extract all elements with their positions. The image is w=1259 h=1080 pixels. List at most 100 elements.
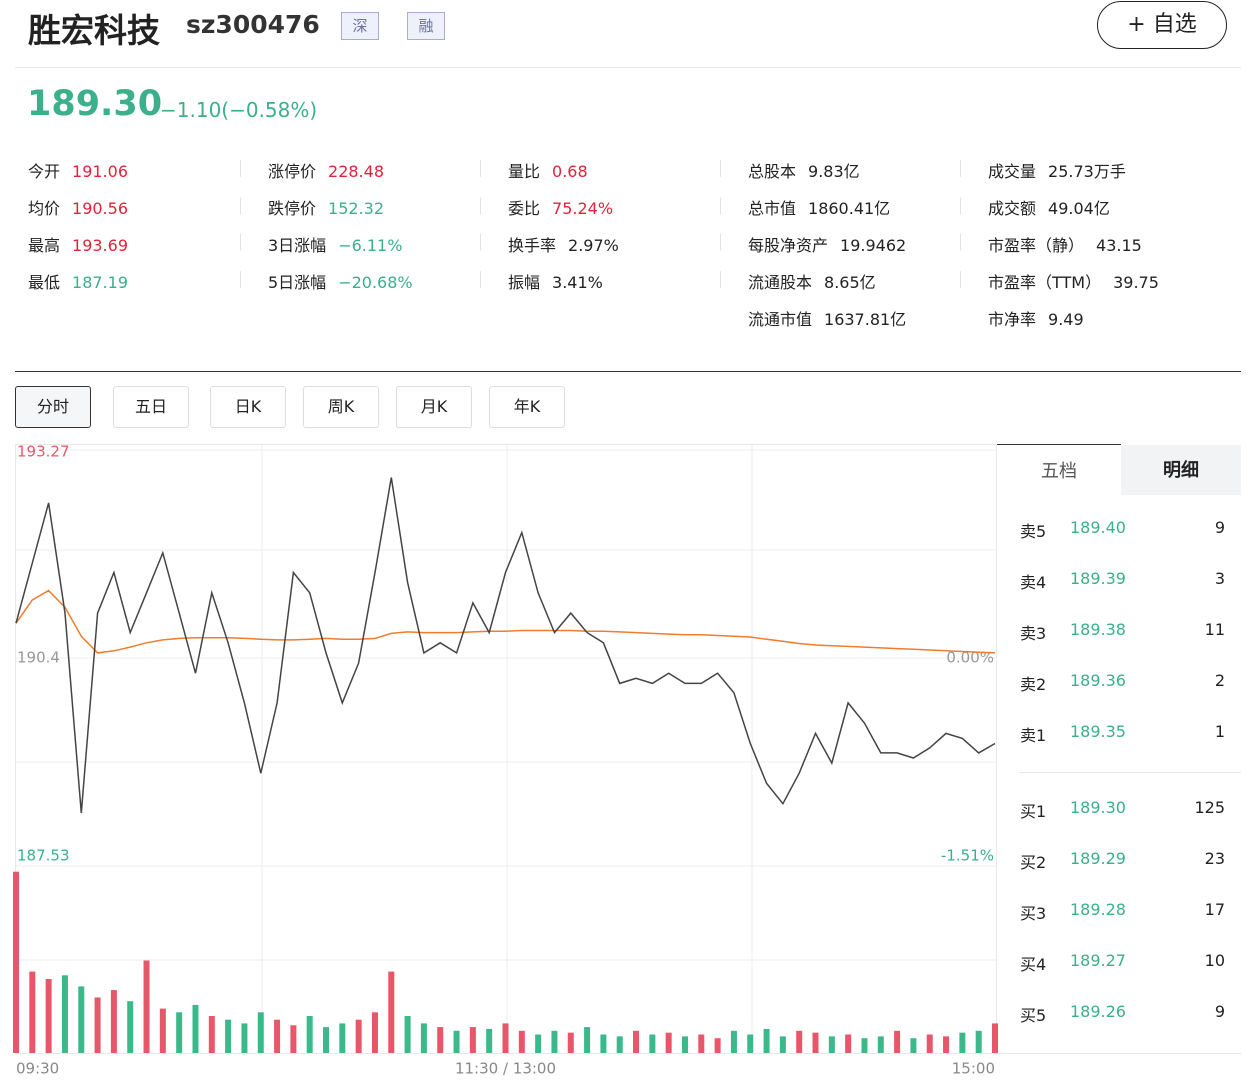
stat-value: 2.97% [568, 236, 619, 255]
book-price: 189.30 [1070, 798, 1126, 817]
stat-item: 流通股本 8.65亿 [748, 269, 876, 293]
volume-bar [355, 1019, 362, 1053]
stat-item: 振幅 3.41% [508, 269, 603, 293]
stat-label: 成交量 [988, 162, 1037, 181]
stat-label: 最高 [28, 236, 61, 255]
book-qty: 11 [1204, 620, 1225, 639]
volume-bar [453, 1030, 460, 1053]
tag: 深 [341, 12, 379, 40]
volume-bar [94, 997, 101, 1053]
line-series [15, 589, 996, 654]
stat-item: 跌停价 152.32 [268, 195, 384, 219]
stat-item: 最高 193.69 [28, 232, 128, 256]
stat-item: 最低 187.19 [28, 269, 128, 293]
book-price: 189.35 [1070, 722, 1126, 741]
volume-bar [486, 1028, 493, 1053]
tab[interactable]: 日K [210, 386, 286, 428]
volume-bar [110, 990, 117, 1053]
volume-bar [926, 1034, 933, 1053]
volume-bar [633, 1030, 640, 1053]
y2-tick-label: -1.51% [941, 847, 994, 865]
price: 189.30 [27, 84, 163, 124]
volume-bar [29, 971, 36, 1053]
stat-item: 涨停价 228.48 [268, 158, 384, 182]
book-price: 189.29 [1070, 849, 1126, 868]
book-qty: 10 [1204, 951, 1225, 970]
book-price: 189.36 [1070, 671, 1126, 690]
stat-value: 9.83亿 [808, 162, 860, 181]
book-qty: 2 [1214, 671, 1225, 690]
book-label: 卖2 [1020, 675, 1047, 694]
book-price: 189.40 [1070, 518, 1126, 537]
stat-item: 市净率 9.49 [988, 306, 1084, 330]
stat-label: 涨停价 [268, 162, 317, 181]
stat-separator [480, 160, 481, 177]
stat-value: 3.41% [552, 273, 603, 292]
x-tick-label: 11:30 / 13:00 [455, 1060, 556, 1078]
volume-bar [45, 979, 52, 1053]
volume-bar [551, 1030, 558, 1053]
volume-bar [420, 1023, 427, 1053]
chart-frame [15, 444, 997, 1054]
volume-bar [975, 1030, 982, 1053]
book-qty: 9 [1214, 518, 1225, 537]
book-tab[interactable]: 五档 [1041, 461, 1077, 482]
volume-bar [437, 1027, 444, 1053]
stat-item: 今开 191.06 [28, 158, 128, 182]
volume-bar [910, 1038, 917, 1053]
tab[interactable]: 五日 [113, 386, 189, 428]
book-qty: 125 [1194, 798, 1225, 817]
volume-bar [877, 1036, 884, 1053]
volume-bar [828, 1036, 835, 1053]
volume-bar [584, 1027, 591, 1053]
follow-button[interactable]: + 自选 [1097, 1, 1227, 49]
book-label: 买3 [1020, 904, 1047, 923]
stat-value: 75.24% [552, 199, 614, 218]
volume-bar [404, 1016, 411, 1053]
stat-value: 228.48 [328, 162, 384, 181]
price-change: −1.10(−0.58%) [160, 98, 318, 122]
stat-item: 3日涨幅 −6.11% [268, 232, 402, 256]
stat-value: −6.11% [338, 236, 403, 255]
stat-item: 量比 0.68 [508, 158, 588, 182]
volume-bar [323, 1027, 330, 1053]
stat-item: 5日涨幅 −20.68% [268, 269, 413, 293]
stat-value: 1637.81亿 [824, 310, 907, 329]
stat-label: 今开 [28, 162, 61, 181]
book-label: 买5 [1020, 1006, 1047, 1025]
volume-bar [225, 1019, 232, 1053]
book-label: 卖3 [1020, 624, 1047, 643]
book-tab[interactable]: 明细 [1163, 460, 1199, 481]
stat-value: 43.15 [1096, 236, 1142, 255]
volume-bar [78, 986, 85, 1053]
volume-bar [812, 1032, 819, 1053]
book-price: 189.28 [1070, 900, 1126, 919]
book-label: 卖4 [1020, 573, 1047, 592]
tab[interactable]: 分时 [15, 386, 91, 428]
stat-item: 每股净资产 19.9462 [748, 232, 906, 256]
stat-item: 成交量 25.73万手 [988, 158, 1126, 182]
stat-label: 委比 [508, 199, 541, 218]
tab-bg [1121, 445, 1241, 495]
volume-bar [845, 1034, 852, 1053]
stat-label: 跌停价 [268, 199, 317, 218]
book-label: 买2 [1020, 853, 1047, 872]
stat-separator [480, 234, 481, 251]
stock-code: sz300476 [186, 10, 320, 39]
stat-label: 换手率 [508, 236, 557, 255]
volume-bar [339, 1023, 346, 1053]
volume-bar [176, 1012, 183, 1053]
book-qty: 17 [1204, 900, 1225, 919]
stat-item: 市盈率（静） 43.15 [988, 232, 1142, 256]
tab[interactable]: 月K [396, 386, 472, 428]
volume-bar [747, 1034, 754, 1053]
volume-bar [600, 1034, 607, 1053]
volume-bar [943, 1036, 950, 1053]
tab[interactable]: 周K [303, 386, 379, 428]
volume-bar [502, 1023, 509, 1053]
tab[interactable]: 年K [489, 386, 565, 428]
book-qty: 3 [1214, 569, 1225, 588]
stat-separator [720, 234, 721, 251]
volume-bar [959, 1032, 966, 1053]
